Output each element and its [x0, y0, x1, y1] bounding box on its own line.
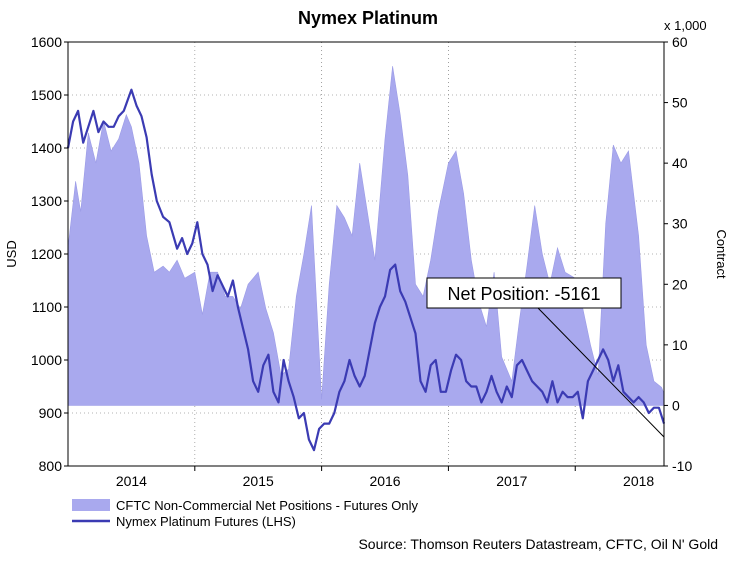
source-note: Source: Thomson Reuters Datastream, CFTC… — [358, 536, 718, 552]
right-tick-label-5: 40 — [672, 155, 688, 171]
x-tick-label-1: 2015 — [243, 473, 274, 489]
annotation-text: Net Position: -5161 — [447, 284, 600, 304]
annotation-box — [426, 277, 622, 309]
left-tick-label-3: 1100 — [32, 299, 62, 315]
x-tick-label-2: 2016 — [369, 473, 400, 489]
series-line-platinum-futures — [66, 88, 666, 452]
left-tick-label-4: 1200 — [31, 246, 62, 262]
left-axis-label: USD — [4, 240, 19, 267]
left-tick-label-0: 800 — [39, 458, 63, 474]
left-tick-label-7: 1500 — [31, 87, 62, 103]
right-tick-label-1: 0 — [672, 397, 680, 413]
x-tick-label-4: 2018 — [623, 473, 654, 489]
left-tick-label-2: 1000 — [31, 352, 62, 368]
right-tick-label-0: -10 — [672, 458, 692, 474]
area-series-layer — [67, 66, 665, 406]
right-tick-label-4: 30 — [672, 216, 688, 232]
x-tick-label-0: 2014 — [116, 473, 147, 489]
legend-swatch-area — [72, 499, 110, 511]
legend-label-area: CFTC Non-Commercial Net Positions - Futu… — [116, 498, 418, 513]
left-tick-label-6: 1400 — [31, 140, 62, 156]
left-tick-label-5: 1300 — [31, 193, 62, 209]
legend: CFTC Non-Commercial Net Positions - Futu… — [72, 498, 418, 529]
right-tick-label-6: 50 — [672, 95, 688, 111]
chart-title: Nymex Platinum — [298, 8, 438, 28]
series-area-net-positions — [67, 66, 665, 406]
line-series-layer — [66, 88, 666, 452]
right-tick-label-3: 20 — [672, 276, 688, 292]
annotation-pointer — [537, 307, 665, 438]
right-tick-label-7: 60 — [672, 34, 688, 50]
legend-label-line: Nymex Platinum Futures (LHS) — [116, 514, 296, 529]
right-axis-ticks: -10 0 10 20 30 40 50 60 — [664, 34, 692, 474]
right-tick-label-2: 10 — [672, 337, 688, 353]
x-tick-label-3: 2017 — [496, 473, 527, 489]
x-axis-ticks: 2014 2015 2016 2017 2018 — [116, 466, 654, 489]
left-tick-label-1: 900 — [39, 405, 63, 421]
right-axis-unit: x 1,000 — [664, 18, 707, 33]
left-axis-ticks: 800 900 1000 1100 1200 1300 1400 1500 1600 — [31, 34, 68, 474]
left-tick-label-8: 1600 — [31, 34, 62, 50]
right-axis-label: Contract — [714, 229, 729, 279]
